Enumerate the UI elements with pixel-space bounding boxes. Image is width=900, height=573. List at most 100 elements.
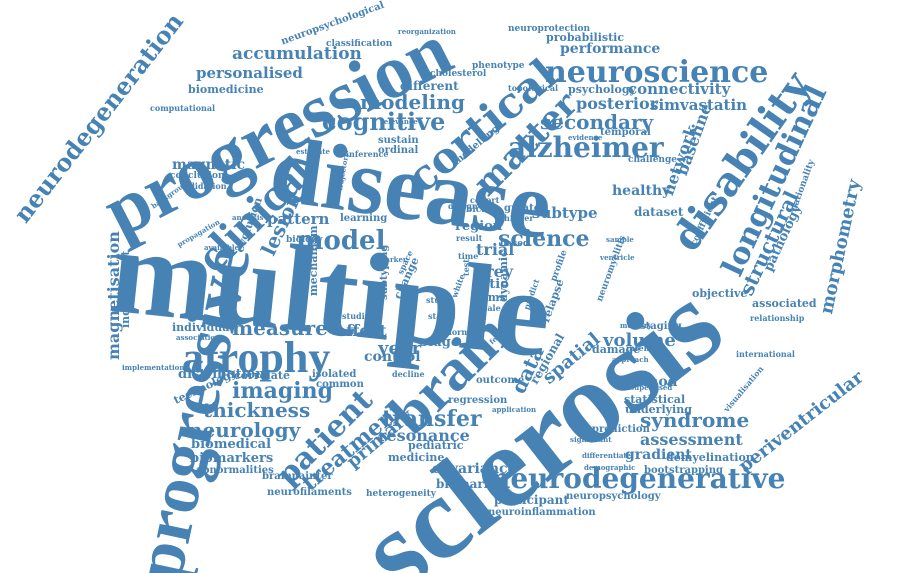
word-heterogeneity: heterogeneity: [366, 489, 436, 499]
word-imaging: imaging: [232, 378, 334, 404]
word-connectivity: connectivity: [628, 80, 731, 98]
word-atrophy: atrophy: [182, 333, 331, 382]
word-independent: independent: [119, 250, 132, 328]
word-scale: scale: [478, 303, 501, 313]
word-alzheimer: alzheimer: [508, 131, 664, 164]
word-decline: decline: [392, 369, 425, 379]
word-international: international: [736, 349, 795, 359]
word-sustain: sustain: [378, 135, 419, 146]
word-participant: participant: [494, 493, 569, 507]
word-relationship: relationship: [750, 313, 805, 323]
word-correlate: correlate: [234, 369, 291, 382]
word-personalised: personalised: [196, 64, 303, 82]
word-analysis: analysis: [232, 213, 264, 222]
word-model: model: [296, 226, 386, 256]
word-study: study: [426, 295, 451, 305]
word-neuroprotection: neuroprotection: [508, 24, 591, 34]
word-cognitive: cognitive: [322, 107, 446, 136]
word-objective: objective: [692, 287, 748, 300]
word-outcome: outcome: [476, 375, 525, 386]
word-biomarkers: biomarkers: [190, 451, 274, 466]
word-isolated: isolated: [312, 369, 357, 380]
word-underlying: underlying: [625, 403, 692, 416]
word-approach: approach: [612, 355, 649, 364]
word-design: design: [448, 201, 478, 211]
word-greater: greater: [504, 203, 546, 214]
word-transfer: transfer: [382, 406, 482, 432]
word-based: based: [500, 239, 530, 249]
word-reorganization: reorganization: [398, 27, 456, 36]
word-cohort: cohort: [470, 195, 500, 205]
word-volume: volume: [603, 330, 676, 351]
word-staging: staging: [640, 321, 682, 332]
word-pediatric: pediatric: [408, 439, 464, 452]
word-effect: effect: [336, 321, 387, 340]
word-ordinal: ordinal: [378, 145, 419, 156]
word-assessment: assessment: [640, 430, 743, 449]
word-biomedicine: biomedicine: [188, 83, 264, 96]
word-secondary: secondary: [540, 110, 654, 134]
word-neurodegenerative: neurodegenerative: [490, 462, 786, 495]
word-accumulation: accumulation: [232, 44, 362, 64]
word-common: common: [316, 379, 364, 390]
word-unsupervised: unsupervised: [620, 383, 673, 392]
word-sample: sample: [606, 235, 634, 244]
word-differentiate: differentiate: [582, 451, 632, 460]
word-status: status: [428, 311, 456, 321]
word-simvastatin: simvastatin: [650, 96, 748, 114]
word-computational: computational: [150, 103, 216, 113]
word-dataset: dataset: [634, 205, 684, 219]
word-biology: biology: [286, 235, 323, 245]
word-biomarker: biomarker: [436, 477, 507, 491]
word-ventricle: ventricle: [600, 253, 635, 262]
word-normal: normal: [446, 327, 479, 337]
word-biomedical: biomedical: [191, 437, 272, 452]
word-demyelination: demyelination: [666, 451, 754, 464]
word-learning: learning: [340, 213, 388, 224]
word-region: region: [455, 219, 503, 234]
word-result: result: [456, 233, 483, 243]
word-time: time: [458, 251, 479, 261]
word-method: method: [618, 374, 678, 390]
word-different: different: [400, 79, 459, 93]
word-dynamic: dynamic: [497, 250, 510, 302]
word-trial: trial: [476, 240, 515, 259]
word-healthy: healthy: [612, 183, 671, 199]
word-pattern: pattern: [267, 210, 330, 228]
word-demographic: demographic: [584, 463, 636, 472]
word-thickness: thickness: [203, 398, 311, 422]
word-memory: memory: [620, 321, 652, 330]
word-available: available: [204, 243, 239, 252]
word-brainpainter: brainpainter: [262, 471, 333, 482]
word-intensity: intensity: [626, 343, 666, 353]
word-neuropsychology: neuropsychology: [566, 491, 661, 502]
word-periventricular: periventricular: [734, 366, 868, 477]
word-validation: validation: [182, 181, 227, 191]
word-resonance: resonance: [378, 426, 470, 445]
word-neurology: neurology: [188, 418, 301, 442]
word-year: year: [378, 338, 422, 359]
word-higher: higher: [504, 213, 534, 223]
word-neuroscience: neuroscience: [545, 55, 769, 90]
word-evidence: evidence: [568, 133, 603, 142]
word-classification: classification: [326, 39, 393, 49]
word-prediction: prediction: [592, 424, 650, 435]
word-statistical: statistical: [624, 393, 686, 406]
word-probabilistic: probabilistic: [546, 31, 625, 44]
word-cholesterol: cholesterol: [430, 69, 487, 79]
word-ratio: ratio: [474, 277, 509, 292]
word-associated: associated: [752, 297, 817, 310]
word-spms: spms: [474, 291, 506, 304]
word-marker: marker: [378, 255, 407, 264]
word-bootstrapping: bootstrapping: [644, 465, 723, 476]
word-grey: grey: [474, 262, 514, 281]
word-stage: stage: [420, 335, 460, 350]
word-studies: studies: [342, 311, 375, 321]
word-distribution: distribution: [178, 367, 265, 382]
word-abnormalities: abnormalities: [196, 465, 274, 476]
word-neuroinflammation: neuroinflammation: [488, 507, 596, 518]
word-syndrome: syndrome: [640, 408, 750, 432]
word-implementation: implementation: [122, 363, 185, 372]
word-association: association: [176, 333, 221, 342]
